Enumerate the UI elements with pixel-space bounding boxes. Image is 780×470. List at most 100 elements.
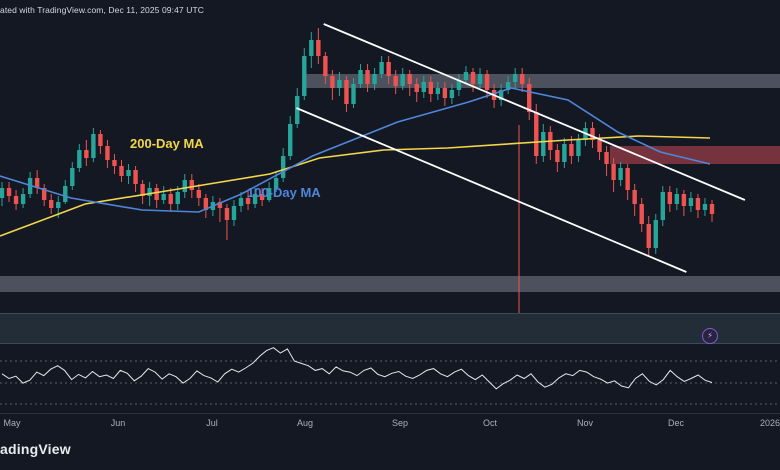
candle [161, 186, 166, 204]
candle [330, 70, 335, 100]
candle [541, 124, 546, 162]
candle-body [702, 204, 708, 210]
candle [456, 74, 462, 96]
candle-body [196, 190, 202, 198]
candle-body [316, 40, 321, 56]
candle [288, 116, 293, 160]
candle [309, 32, 314, 68]
candle-body [569, 144, 574, 156]
candle [266, 182, 272, 202]
candle-body [337, 80, 342, 88]
candle [695, 194, 701, 218]
candle [98, 130, 103, 154]
candle-body [646, 224, 651, 248]
candle [470, 68, 476, 92]
candle [91, 128, 96, 162]
candle-body [259, 194, 265, 200]
candle-body [344, 80, 349, 104]
ma-layer [0, 87, 711, 237]
candle-body [618, 168, 623, 180]
candle-body [456, 80, 462, 90]
candle-body [667, 192, 673, 204]
candle-body [449, 90, 455, 98]
candle-body [175, 192, 180, 204]
candle [534, 104, 539, 164]
candle-body [688, 198, 694, 206]
candle [372, 68, 377, 90]
candle-body [273, 178, 279, 188]
candle-body [49, 200, 54, 208]
ma-200-line [0, 135, 711, 237]
candle [527, 78, 532, 120]
candle [660, 186, 665, 226]
candle [681, 190, 687, 216]
candle [316, 28, 321, 64]
candle-body [20, 194, 26, 204]
candle [224, 204, 230, 240]
candle-body [77, 150, 82, 168]
candle [13, 190, 19, 210]
candle [119, 160, 124, 182]
candle [505, 76, 511, 94]
candle-body [611, 164, 616, 180]
candle [379, 56, 384, 78]
candle [618, 162, 623, 186]
candle-body [112, 160, 117, 166]
candle-body [41, 188, 47, 200]
candle [400, 68, 405, 90]
candle [84, 140, 89, 166]
lightning-icon[interactable]: ⚡ [702, 328, 718, 344]
candle-body [519, 74, 525, 84]
candle-body [126, 170, 131, 176]
candle [154, 184, 159, 208]
candle [639, 198, 644, 232]
candle [344, 76, 349, 112]
candle [133, 166, 138, 192]
channel-layer [296, 23, 746, 273]
candle [280, 148, 286, 182]
candle-body [34, 178, 40, 188]
candle [407, 70, 412, 96]
candle-body [597, 140, 602, 152]
candle-body [133, 170, 138, 184]
candle [632, 184, 637, 216]
candle [189, 174, 195, 198]
candle-body [653, 220, 658, 248]
candle-body [365, 70, 370, 84]
candle-body [98, 134, 103, 146]
candle-body [484, 74, 490, 90]
candle-body [309, 40, 314, 56]
candle [667, 186, 673, 212]
candle-body [527, 84, 532, 112]
x-tick-label: 2026 [760, 418, 780, 428]
channel-lower-line [296, 107, 687, 273]
rsi-pane-bg [0, 343, 780, 413]
candle [625, 164, 630, 200]
candle [182, 174, 187, 198]
candle-body [442, 88, 448, 98]
candle [611, 158, 616, 192]
candle-body [632, 190, 637, 204]
candle-body [463, 72, 469, 80]
published-header: ated with TradingView.com, Dec 11, 2025 … [0, 5, 204, 15]
candle-body [91, 134, 96, 158]
candle [105, 140, 110, 168]
candle [442, 82, 448, 106]
candle-body [63, 186, 68, 202]
candle-body [379, 62, 384, 74]
candle-body [590, 128, 595, 140]
200-day-ma-label: 200-Day MA [130, 136, 204, 151]
zone-support-2 [0, 276, 780, 292]
candle-body [6, 188, 12, 196]
candle [498, 84, 504, 106]
candle [49, 194, 54, 214]
candle [259, 188, 265, 206]
candle [477, 68, 483, 88]
candle [0, 182, 5, 206]
candle-body [428, 82, 434, 94]
candle [217, 198, 223, 222]
candle-body [84, 150, 89, 158]
candle-body [400, 74, 405, 86]
candle-body [252, 194, 258, 204]
candle [414, 78, 419, 102]
